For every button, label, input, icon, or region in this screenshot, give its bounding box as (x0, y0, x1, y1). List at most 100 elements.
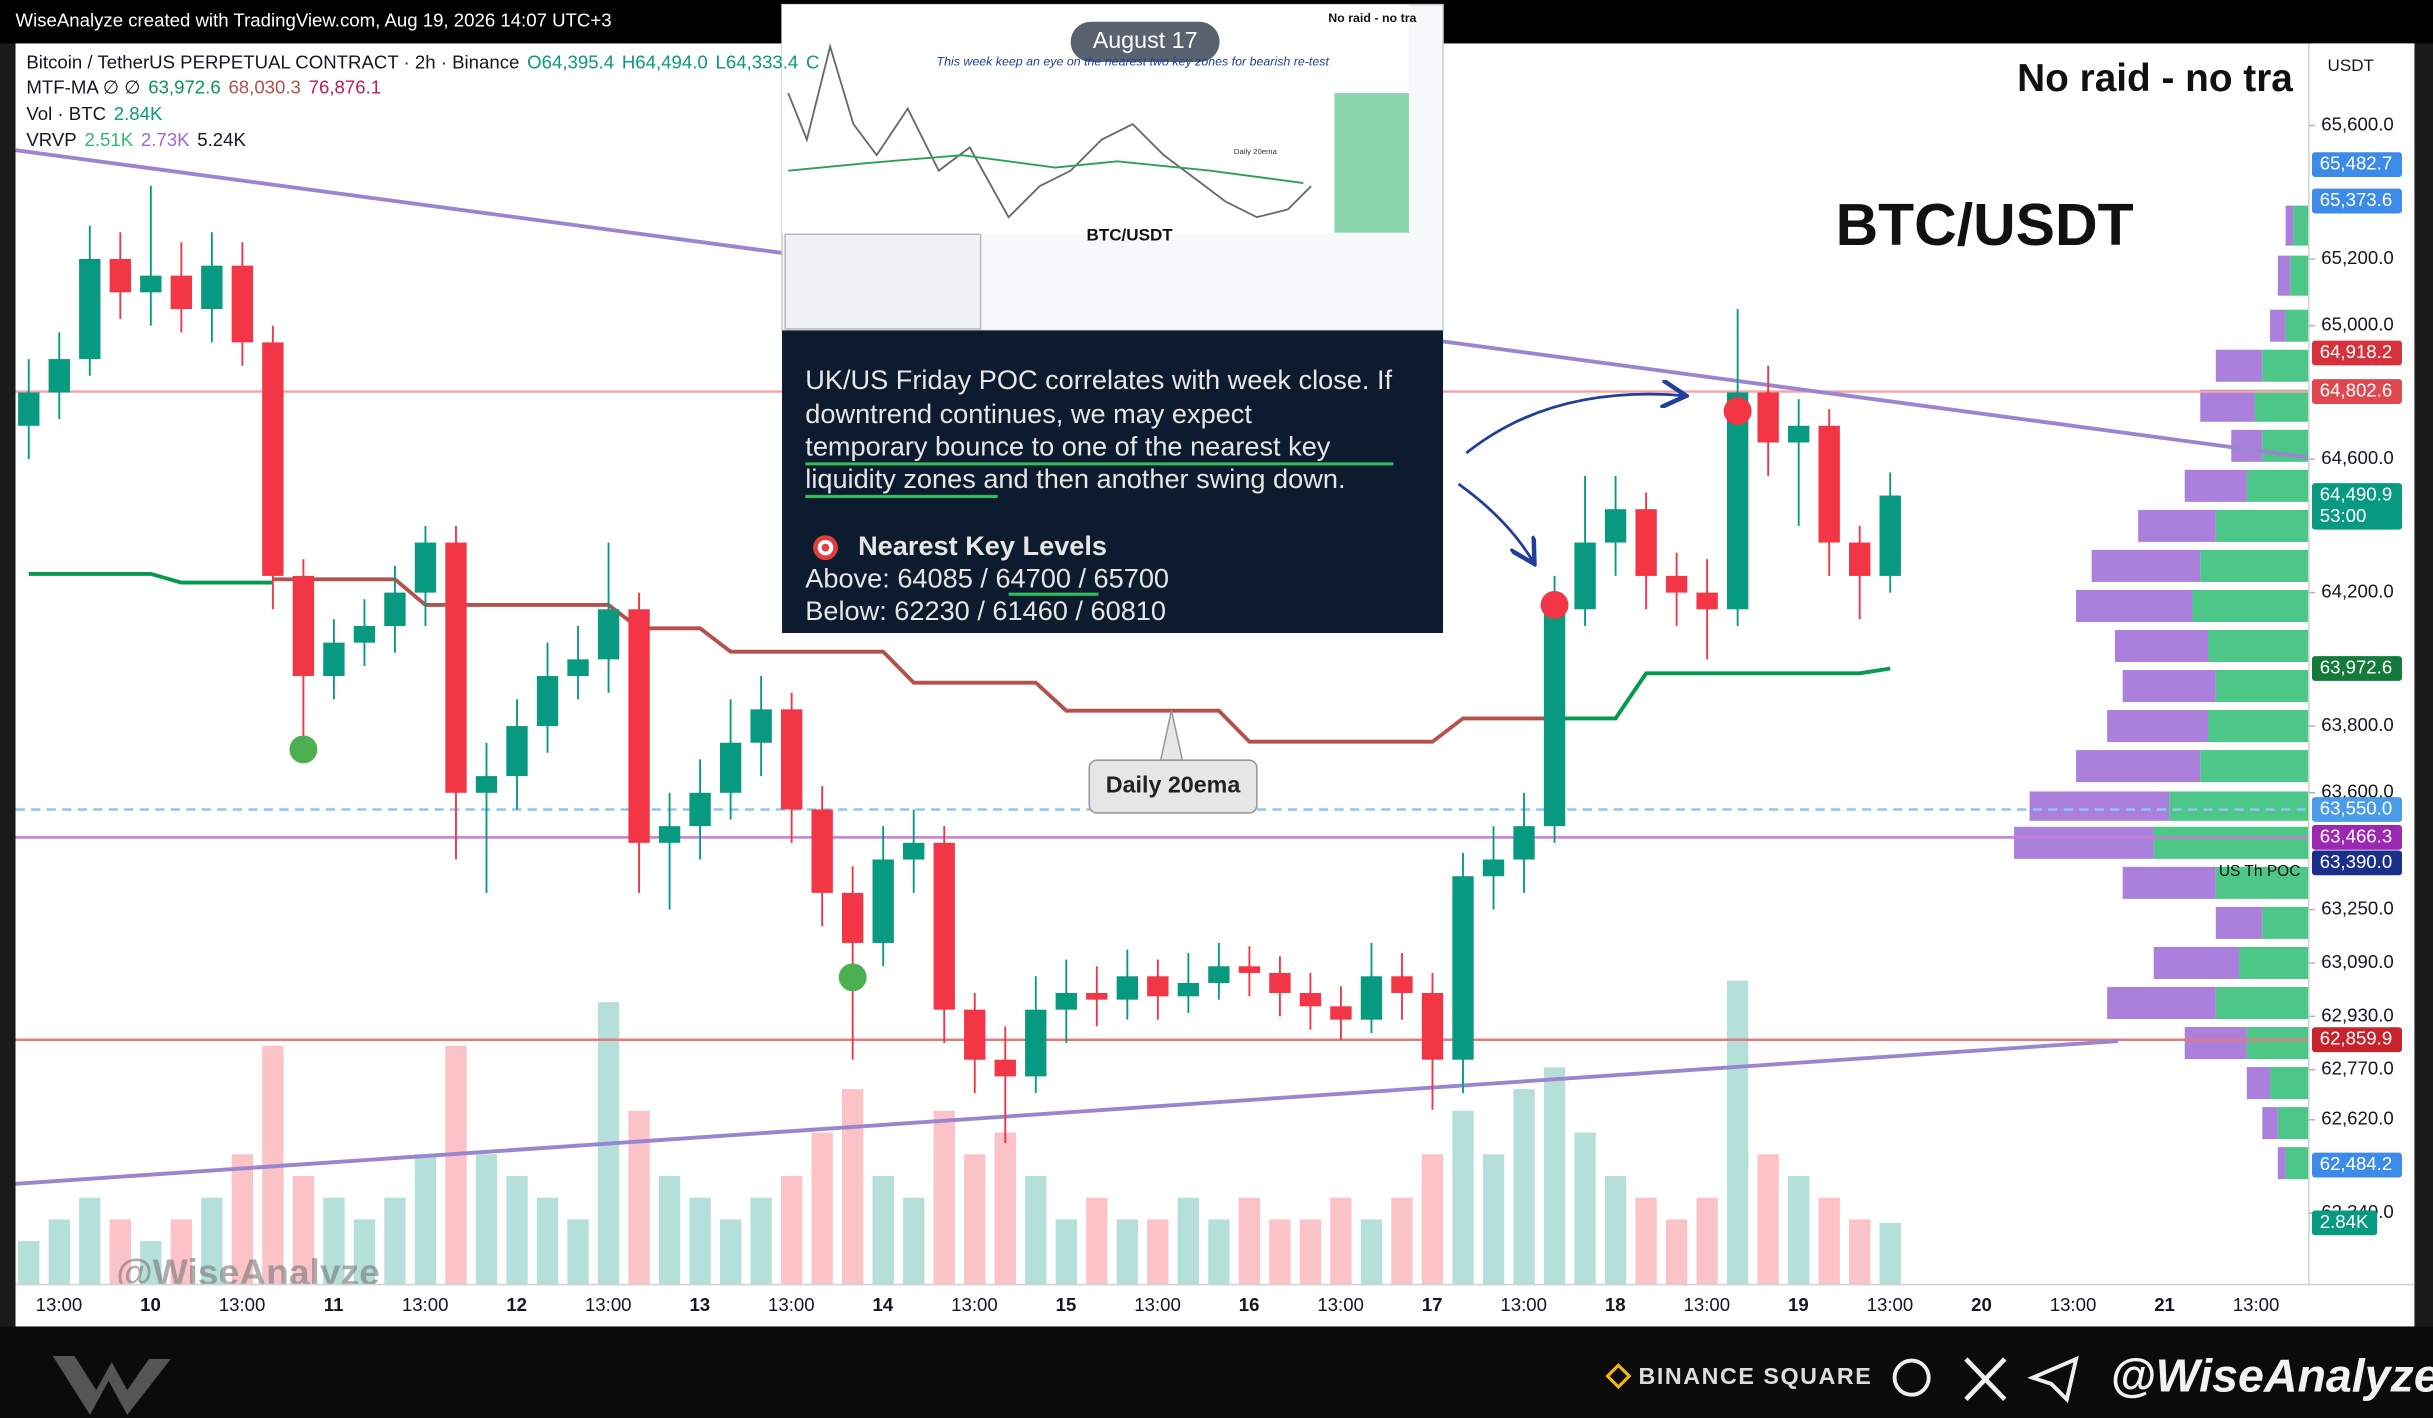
candle-body (414, 542, 437, 593)
candle-body (1391, 976, 1413, 993)
y-tick-label: 65,600.0 (2321, 113, 2393, 134)
profile-up (2262, 906, 2309, 939)
volume-bar (1574, 1132, 1596, 1285)
volume-bar (1269, 1219, 1291, 1285)
price-tag (2311, 1027, 2402, 1053)
inset-price (787, 43, 1312, 219)
volume-bar (1116, 1219, 1139, 1285)
overlays: Daily 20ema (1088, 394, 1683, 814)
footer: BINANCE SQUARE @WiseAnalyze (0, 1326, 2433, 1418)
profile-down (2184, 469, 2247, 502)
y-tick-label: 63,250.0 (2321, 897, 2393, 918)
volume-bar (628, 1110, 650, 1285)
candle-body (1879, 495, 1901, 576)
inset-textbox (782, 330, 1444, 633)
social-icon (2027, 1355, 2079, 1404)
signal-dot (1540, 590, 1569, 619)
volume-bar (1726, 980, 1749, 1285)
inset-line: liquidity zones and then another swing d… (805, 463, 1345, 494)
candle-body (1513, 826, 1535, 860)
volume-bar (1787, 1175, 1810, 1285)
inset-date-bubble (1070, 21, 1220, 63)
vol-value: 2.84K (114, 103, 163, 124)
volume-bar (567, 1219, 589, 1285)
inset-line: UK/US Friday POC correlates with week cl… (805, 364, 1392, 395)
vol-name: Vol · BTC (26, 103, 106, 124)
profile-down (2014, 826, 2154, 859)
price-tag (2311, 340, 2402, 366)
callout-text: Daily 20ema (1106, 772, 1242, 798)
price-tag-label: 65,373.6 (2320, 189, 2392, 210)
x-tick-label: 13:00 (219, 1294, 266, 1315)
x-tick-label: 13:00 (2050, 1294, 2097, 1315)
profile-up (2239, 946, 2309, 979)
candle-body (1360, 976, 1383, 1020)
price-tag (2311, 483, 2402, 530)
y-tick-label: 62,930.0 (2321, 1004, 2393, 1025)
volume-bar (719, 1219, 742, 1285)
profile-down (2277, 255, 2291, 296)
legend-row: Bitcoin / TetherUS PERPETUAL CONTRACT · … (26, 52, 819, 73)
candle-body (79, 258, 101, 360)
volume-bar (109, 1219, 131, 1285)
poc-label: US Th POC (2219, 863, 2301, 880)
profile-down (2215, 906, 2263, 939)
candle-body (1238, 966, 1261, 973)
volume-bar (79, 1197, 101, 1285)
x-tick-label: 21 (2154, 1294, 2175, 1315)
legend-row: MTF-MA ∅ ∅ 63,972.6 68,030.3 76,876.1 (26, 76, 381, 97)
price-tag-label: 62,484.2 (2320, 1153, 2392, 1174)
volume-bar (1330, 1197, 1352, 1285)
y-tick-label: 62,770.0 (2321, 1058, 2393, 1079)
candle-body (994, 1059, 1016, 1077)
profile-up (2246, 469, 2309, 502)
candle-body (933, 842, 955, 1010)
volume-bar (384, 1197, 406, 1285)
candle-body (231, 265, 254, 343)
profile-up (2290, 255, 2309, 296)
volume-bar (964, 1154, 986, 1285)
vrvp-value: 2.51K (84, 129, 133, 150)
signal-dot (1723, 397, 1752, 426)
vrvp-value: 2.73K (141, 129, 190, 150)
x-tick-label: 16 (1239, 1294, 1260, 1315)
profile-down (2114, 629, 2209, 663)
logo (52, 1355, 171, 1415)
volume-bar (1391, 1197, 1413, 1285)
volume-bar (1025, 1175, 1047, 1285)
symbol: Bitcoin / TetherUS PERPETUAL CONTRACT · … (26, 52, 519, 73)
ohlc: C (806, 52, 819, 73)
profile-down (2107, 710, 2209, 743)
profile-up (2293, 205, 2309, 246)
candle-body (719, 742, 742, 793)
inset-note: This week keep an eye on the nearest two… (937, 54, 1330, 68)
inset-profile (1334, 93, 1409, 233)
candle-body (1299, 992, 1322, 1007)
candle-body (140, 275, 162, 293)
volume-bar (1604, 1175, 1627, 1285)
signal-dot (289, 735, 318, 764)
vrvp-value: 5.24K (197, 129, 246, 150)
candle-body (1543, 609, 1566, 827)
inset-date: August 17 (1093, 27, 1198, 53)
candle-body (1116, 976, 1139, 1000)
volume-bar (811, 1132, 833, 1285)
volume-bar (842, 1089, 864, 1285)
volume-bar (1818, 1197, 1840, 1285)
profile-down (2270, 309, 2286, 342)
candle-body (506, 726, 528, 777)
volume-bar (323, 1197, 345, 1285)
candle-body (445, 542, 467, 793)
profile-up (2200, 750, 2309, 783)
candle-body (384, 592, 406, 626)
inset-line: Below: 62230 / 61460 / 60810 (805, 595, 1166, 626)
profile-up (2215, 866, 2309, 899)
candle-body (1452, 876, 1474, 1060)
y-tick-label: 65,000.0 (2321, 314, 2393, 335)
candle-body (842, 892, 864, 943)
countdown: 53:00 (2320, 505, 2367, 526)
candle-body (1757, 392, 1779, 443)
candle-body (536, 676, 559, 727)
candle-body (1330, 1006, 1352, 1020)
legend: Bitcoin / TetherUS PERPETUAL CONTRACT · … (26, 52, 819, 151)
